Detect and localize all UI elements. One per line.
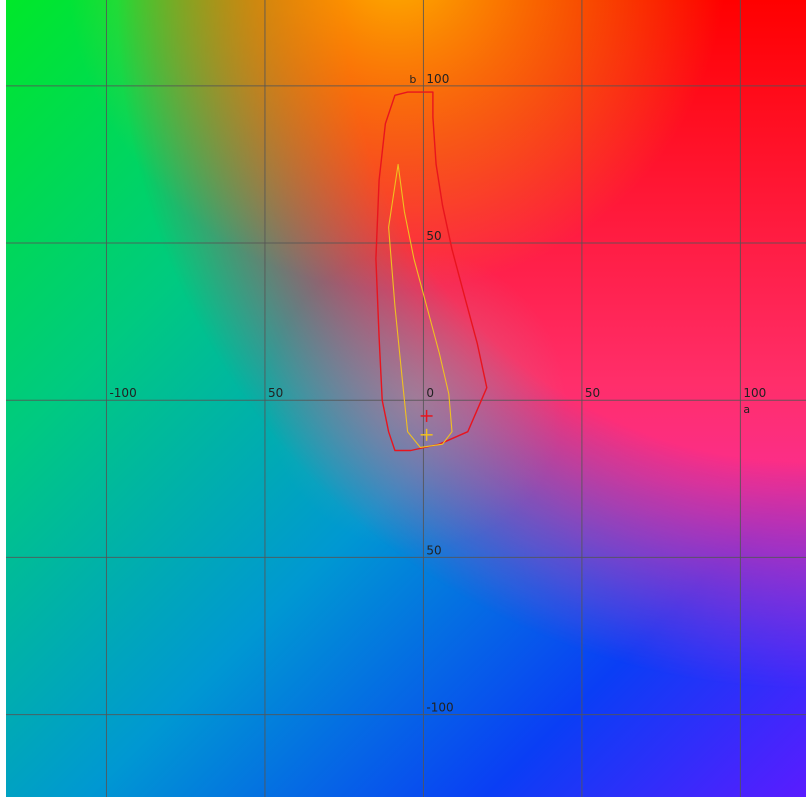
gamut-outlines [375, 91, 488, 452]
x-tick-label: 0 [426, 386, 434, 400]
lab-chart: -100 50 0 50 100 100 50 50 -100 a b [6, 0, 806, 797]
red-cross-marker [420, 409, 433, 422]
background-neutral-center [6, 0, 806, 797]
x-tick-label: 100 [743, 386, 766, 400]
tick-labels: -100 50 0 50 100 100 50 50 -100 a b [109, 72, 766, 715]
white-point-markers [420, 409, 433, 441]
y-tick-label: 50 [426, 543, 441, 557]
yellow-cross-marker [420, 428, 433, 441]
x-tick-label: 50 [585, 386, 600, 400]
x-tick-label: 50 [268, 386, 283, 400]
inner-gamut-outline [388, 163, 453, 448]
outer-gamut-outline [375, 91, 488, 452]
y-tick-label: 50 [426, 229, 441, 243]
x-tick-label: -100 [109, 386, 136, 400]
x-axis-label: a [743, 403, 750, 416]
y-tick-label: 100 [426, 72, 449, 86]
y-axis-label: b [409, 73, 416, 86]
chart-canvas: -100 50 0 50 100 100 50 50 -100 a b [6, 0, 806, 797]
y-tick-label: -100 [426, 701, 453, 715]
grid [6, 0, 806, 797]
